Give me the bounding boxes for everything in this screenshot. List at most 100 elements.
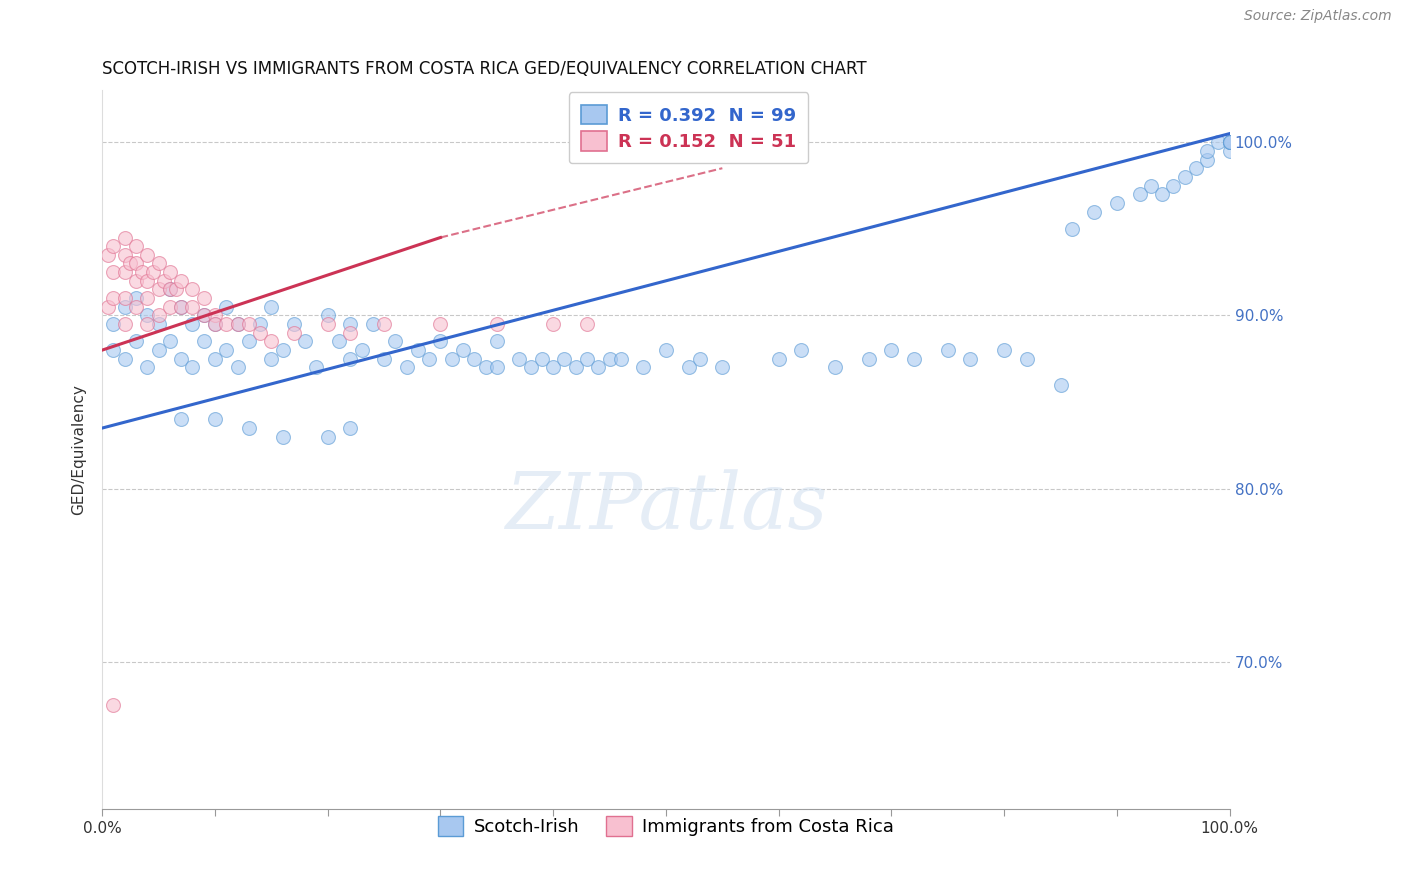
- Point: [136, 291, 159, 305]
- Point: [418, 351, 440, 366]
- Point: [576, 317, 599, 331]
- Text: SCOTCH-IRISH VS IMMIGRANTS FROM COSTA RICA GED/EQUIVALENCY CORRELATION CHART: SCOTCH-IRISH VS IMMIGRANTS FROM COSTA RI…: [103, 60, 868, 78]
- Point: [226, 317, 249, 331]
- Point: [170, 274, 193, 288]
- Point: [148, 256, 170, 270]
- Point: [610, 351, 633, 366]
- Point: [553, 351, 575, 366]
- Point: [148, 343, 170, 357]
- Point: [1139, 178, 1161, 193]
- Point: [125, 239, 148, 253]
- Point: [1219, 135, 1241, 149]
- Point: [339, 351, 361, 366]
- Point: [114, 265, 136, 279]
- Point: [283, 317, 305, 331]
- Point: [238, 421, 260, 435]
- Point: [170, 300, 193, 314]
- Point: [114, 317, 136, 331]
- Point: [1208, 135, 1230, 149]
- Point: [294, 334, 316, 349]
- Point: [136, 309, 159, 323]
- Point: [204, 317, 226, 331]
- Point: [541, 360, 564, 375]
- Point: [114, 291, 136, 305]
- Point: [429, 317, 451, 331]
- Point: [485, 334, 508, 349]
- Point: [485, 317, 508, 331]
- Point: [159, 265, 181, 279]
- Point: [125, 334, 148, 349]
- Point: [181, 317, 204, 331]
- Point: [339, 317, 361, 331]
- Point: [1197, 153, 1219, 167]
- Text: Source: ZipAtlas.com: Source: ZipAtlas.com: [1244, 9, 1392, 23]
- Point: [153, 274, 176, 288]
- Point: [125, 291, 148, 305]
- Point: [136, 360, 159, 375]
- Point: [599, 351, 621, 366]
- Point: [249, 326, 271, 340]
- Point: [1219, 135, 1241, 149]
- Point: [1197, 144, 1219, 158]
- Point: [993, 343, 1015, 357]
- Point: [120, 256, 142, 270]
- Point: [249, 317, 271, 331]
- Point: [633, 360, 655, 375]
- Point: [125, 256, 148, 270]
- Point: [215, 343, 238, 357]
- Point: [328, 334, 350, 349]
- Point: [215, 317, 238, 331]
- Point: [519, 360, 541, 375]
- Point: [530, 351, 553, 366]
- Point: [1163, 178, 1185, 193]
- Point: [1219, 135, 1241, 149]
- Point: [463, 351, 485, 366]
- Point: [114, 300, 136, 314]
- Point: [215, 300, 238, 314]
- Point: [170, 300, 193, 314]
- Point: [655, 343, 678, 357]
- Point: [131, 265, 153, 279]
- Point: [193, 334, 215, 349]
- Point: [260, 351, 283, 366]
- Point: [1128, 187, 1150, 202]
- Point: [103, 317, 125, 331]
- Point: [1152, 187, 1174, 202]
- Point: [271, 430, 294, 444]
- Point: [159, 334, 181, 349]
- Point: [238, 317, 260, 331]
- Point: [361, 317, 384, 331]
- Point: [165, 283, 187, 297]
- Point: [790, 343, 813, 357]
- Point: [1174, 169, 1197, 184]
- Legend: Scotch-Irish, Immigrants from Costa Rica: Scotch-Irish, Immigrants from Costa Rica: [430, 809, 901, 843]
- Point: [576, 351, 599, 366]
- Point: [1185, 161, 1208, 176]
- Point: [373, 351, 395, 366]
- Point: [373, 317, 395, 331]
- Point: [136, 317, 159, 331]
- Point: [880, 343, 903, 357]
- Point: [1083, 204, 1105, 219]
- Point: [114, 248, 136, 262]
- Y-axis label: GED/Equivalency: GED/Equivalency: [72, 384, 86, 516]
- Point: [142, 265, 165, 279]
- Point: [103, 698, 125, 713]
- Point: [193, 291, 215, 305]
- Point: [1219, 144, 1241, 158]
- Point: [148, 317, 170, 331]
- Point: [193, 309, 215, 323]
- Point: [125, 274, 148, 288]
- Point: [565, 360, 588, 375]
- Point: [689, 351, 711, 366]
- Point: [125, 300, 148, 314]
- Point: [271, 343, 294, 357]
- Point: [193, 309, 215, 323]
- Point: [159, 283, 181, 297]
- Point: [588, 360, 610, 375]
- Point: [508, 351, 530, 366]
- Point: [148, 283, 170, 297]
- Point: [936, 343, 959, 357]
- Point: [181, 300, 204, 314]
- Point: [959, 351, 981, 366]
